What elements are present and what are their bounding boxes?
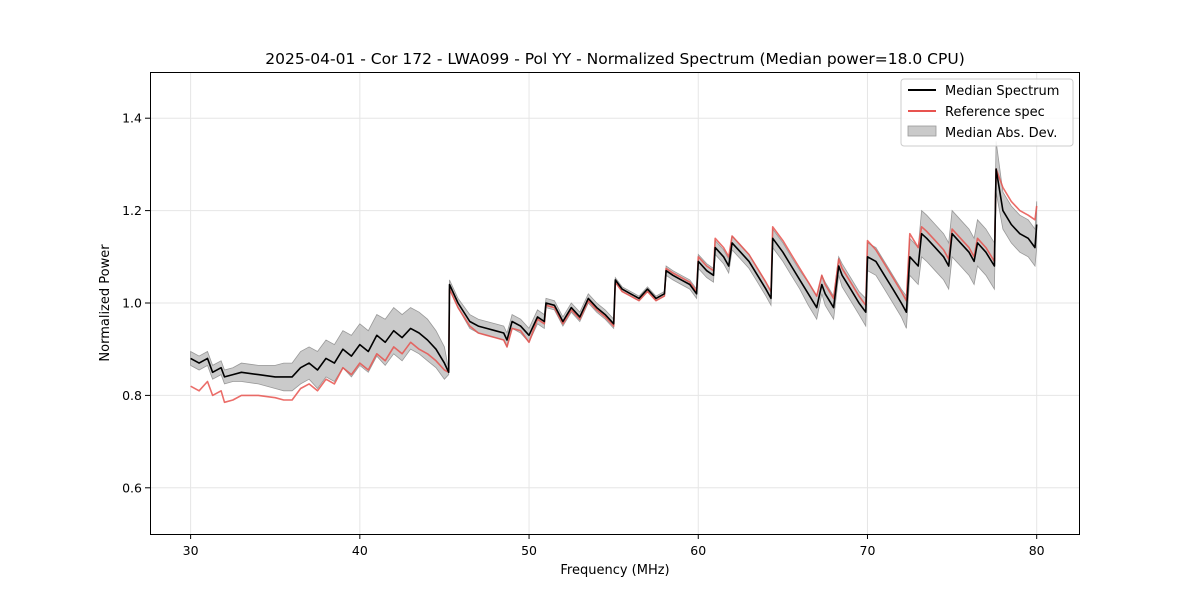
x-tick-label: 80 bbox=[1029, 543, 1045, 558]
x-tick-label: 30 bbox=[183, 543, 199, 558]
median-spectrum-line bbox=[190, 168, 1038, 378]
x-tick-label: 50 bbox=[521, 543, 537, 558]
x-tick-label: 40 bbox=[352, 543, 368, 558]
y-tick-label: 1.4 bbox=[122, 111, 142, 126]
y-tick-label: 0.6 bbox=[122, 480, 142, 495]
plot-frame bbox=[150, 72, 1080, 535]
y-axis-ticks: 0.6 0.8 1.0 1.2 1.4 bbox=[122, 111, 150, 495]
y-tick-label: 1.2 bbox=[122, 203, 142, 218]
x-axis-ticks: 30 40 50 60 70 80 bbox=[183, 534, 1045, 558]
x-axis-label: Frequency (MHz) bbox=[560, 563, 669, 578]
series-lines bbox=[190, 168, 1038, 404]
y-axis-label: Normalized Power bbox=[98, 244, 113, 362]
reference-spectrum-line bbox=[190, 168, 1038, 404]
legend-median-label: Median Spectrum bbox=[945, 84, 1059, 99]
legend-reference-label: Reference spec bbox=[945, 105, 1045, 120]
legend-mad-label: Median Abs. Dev. bbox=[945, 126, 1057, 141]
x-tick-label: 60 bbox=[690, 543, 706, 558]
x-tick-label: 70 bbox=[860, 543, 876, 558]
legend-box bbox=[900, 78, 1074, 147]
y-tick-label: 1.0 bbox=[122, 296, 142, 311]
legend: Median Spectrum Reference spec Median Ab… bbox=[900, 78, 1074, 147]
legend-mad-swatch bbox=[907, 125, 937, 137]
chart-title: 2025-04-01 - Cor 172 - LWA099 - Pol YY -… bbox=[265, 50, 965, 68]
y-tick-label: 0.8 bbox=[122, 388, 142, 403]
